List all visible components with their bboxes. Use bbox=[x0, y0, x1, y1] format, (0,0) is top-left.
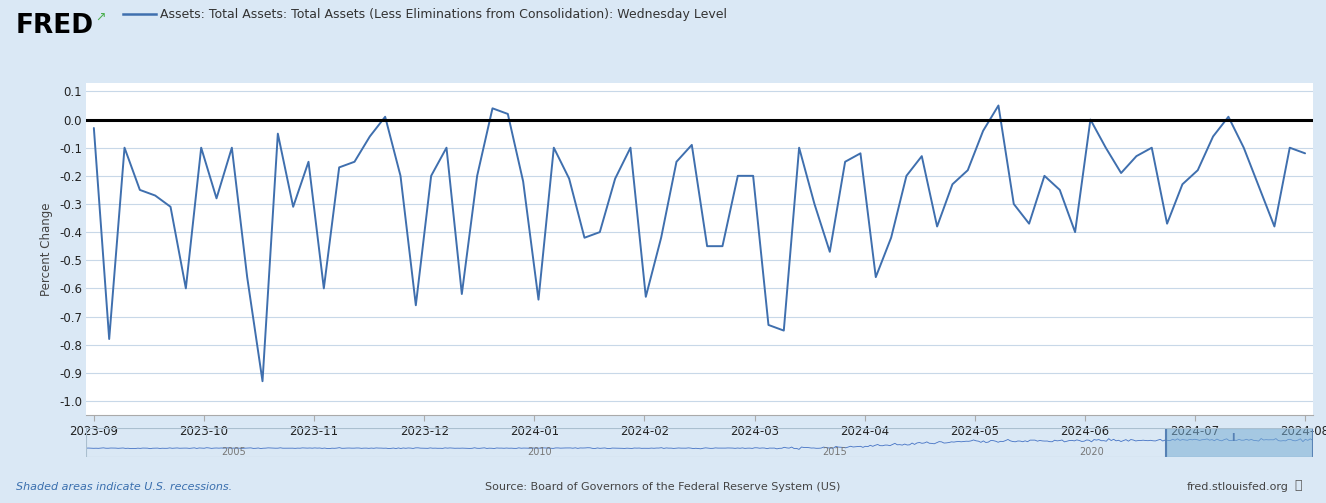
Bar bbox=[86, 428, 1313, 457]
Bar bbox=[1166, 428, 1313, 457]
Text: Shaded areas indicate U.S. recessions.: Shaded areas indicate U.S. recessions. bbox=[16, 482, 232, 492]
Text: ⤢: ⤢ bbox=[1294, 479, 1302, 492]
Y-axis label: Percent Change: Percent Change bbox=[41, 202, 53, 296]
Text: 2020: 2020 bbox=[1079, 447, 1105, 457]
Text: FRED: FRED bbox=[16, 13, 94, 39]
Text: fred.stlouisfed.org: fred.stlouisfed.org bbox=[1187, 482, 1289, 492]
Text: 2005: 2005 bbox=[221, 447, 245, 457]
Text: 2015: 2015 bbox=[822, 447, 847, 457]
Text: Assets: Total Assets: Total Assets (Less Eliminations from Consolidation): Wedne: Assets: Total Assets: Total Assets (Less… bbox=[160, 8, 728, 21]
Text: Source: Board of Governors of the Federal Reserve System (US): Source: Board of Governors of the Federa… bbox=[485, 482, 841, 492]
Text: 2010: 2010 bbox=[528, 447, 553, 457]
Text: ↗: ↗ bbox=[95, 11, 106, 24]
Text: I: I bbox=[1232, 433, 1235, 443]
